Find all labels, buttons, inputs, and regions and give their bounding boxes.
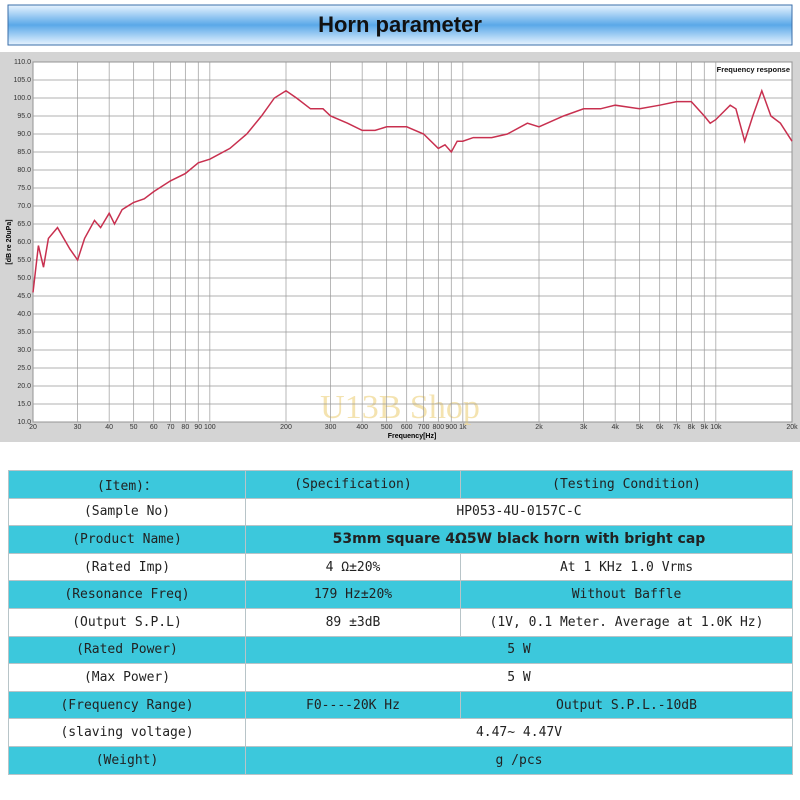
- value-cell: 4.47~ 4.47V: [245, 718, 793, 747]
- item-cell: (Rated Imp): [8, 552, 246, 582]
- response-line: [32, 88, 793, 293]
- x-tick-label: 7k: [673, 424, 681, 431]
- table-row: (Output S.P.L) 89 ±3dB (1V, 0.1 Meter. Ave…: [8, 607, 793, 637]
- x-tick-label: 5k: [636, 424, 644, 431]
- item-cell: (slaving voltage): [8, 718, 246, 747]
- x-tick-label: 500: [381, 424, 393, 431]
- value-cell: Without Baffle: [460, 580, 793, 609]
- x-tick-label: 20k: [786, 424, 798, 431]
- x-tick-label: 8k: [688, 424, 696, 431]
- x-tick-label: 4k: [611, 424, 619, 431]
- watermark: U13B Shop: [320, 389, 480, 426]
- x-tick-label: 1k: [459, 424, 467, 431]
- value-cell: 179 Hz±20%: [245, 580, 461, 609]
- item-cell: (Weight): [8, 745, 246, 775]
- x-tick-label: 400: [356, 424, 368, 431]
- x-tick-label: 600: [401, 424, 413, 431]
- y-tick-label: 90.0: [17, 131, 31, 138]
- y-tick-label: 35.0: [17, 329, 31, 336]
- value-cell: At 1 KHz 1.0 Vrms: [460, 552, 793, 582]
- x-tick-label: 40: [105, 424, 113, 431]
- x-tick-label: 80: [181, 424, 189, 431]
- item-cell: (Frequency Range): [8, 690, 246, 720]
- y-axis-label: [dB re 20uPa]: [6, 219, 13, 264]
- x-tick-label: 100: [204, 424, 216, 431]
- y-tick-label: 95.0: [17, 113, 31, 120]
- item-cell: (Max Power): [8, 663, 246, 692]
- y-tick-label: 55.0: [17, 257, 31, 264]
- x-tick-label: 3k: [580, 424, 588, 431]
- y-tick-label: 25.0: [17, 365, 31, 372]
- y-tick-label: 50.0: [17, 275, 31, 282]
- x-tick-label: 6k: [656, 424, 664, 431]
- chart: Horn parameter [dB re 20uPa] Frequency[H…: [0, 4, 800, 442]
- x-tick-label: 300: [325, 424, 337, 431]
- spec-table: (Item)： (Specification) (Testing Condition…: [8, 470, 793, 775]
- header-cell: (Specification): [245, 470, 461, 499]
- item-cell: (Rated Power): [8, 635, 246, 665]
- value-cell: HP053-4U-0157C-C: [245, 497, 793, 527]
- table-row: (slaving voltage) 4.47~ 4.47V: [8, 718, 793, 747]
- y-tick-label: 40.0: [17, 311, 31, 318]
- y-tick-label: 110.0: [14, 59, 31, 66]
- y-tick-label: 65.0: [17, 221, 31, 228]
- value-cell: g /pcs: [245, 745, 793, 775]
- table-header-row: (Item)： (Specification) (Testing Condition…: [8, 470, 793, 499]
- x-tick-label: 10k: [710, 424, 722, 431]
- table-row: (Sample No) HP053-4U-0157C-C: [8, 497, 793, 527]
- y-tick-label: 80.0: [17, 167, 31, 174]
- table-row: (Product Name) 53mm square 4Ω5W black hor…: [8, 525, 793, 554]
- header-banner: [7, 4, 793, 46]
- y-tick-label: 60.0: [17, 239, 31, 246]
- value-cell: 5 W: [245, 663, 793, 692]
- x-tick-label: 200: [280, 424, 292, 431]
- x-tick-label: 900: [445, 424, 457, 431]
- value-cell: (1V, 0.1 Meter. Average at 1.0K Hz): [460, 607, 793, 637]
- x-tick-label: 60: [150, 424, 158, 431]
- y-tick-label: 10.0: [17, 419, 31, 426]
- value-cell: 4 Ω±20%: [245, 552, 461, 582]
- legend-label: Frequency response: [717, 65, 790, 74]
- x-tick-label: 20: [29, 424, 37, 431]
- y-tick-label: 15.0: [17, 401, 31, 408]
- x-tick-label: 30: [74, 424, 82, 431]
- value-cell: Output S.P.L.-10dB: [460, 690, 793, 720]
- y-tick-label: 100.0: [13, 95, 31, 102]
- y-tick-label: 105.0: [13, 77, 31, 84]
- x-tick-label: 2k: [535, 424, 543, 431]
- header-cell: (Testing Condition): [460, 470, 793, 499]
- table-row: (Rated Power) 5 W: [8, 635, 793, 665]
- x-tick-label: 70: [167, 424, 175, 431]
- y-tick-label: 30.0: [17, 347, 31, 354]
- table-row: (Max Power) 5 W: [8, 663, 793, 692]
- x-tick-label: 90: [194, 424, 202, 431]
- x-tick-label: 9k: [701, 424, 709, 431]
- value-cell: 89 ±3dB: [245, 607, 461, 637]
- table-row: (Weight) g /pcs: [8, 745, 793, 775]
- table-row: (Rated Imp) 4 Ω±20% At 1 KHz 1.0 Vrms: [8, 552, 793, 582]
- y-tick-label: 85.0: [17, 149, 31, 156]
- table-row: (Resonance Freq) 179 Hz±20% Without Baffle: [8, 580, 793, 609]
- value-cell: 53mm square 4Ω5W black horn with bright …: [245, 525, 793, 554]
- y-tick-label: 75.0: [17, 185, 31, 192]
- header-cell: (Item)：: [8, 470, 246, 499]
- x-tick-label: 800: [432, 424, 444, 431]
- item-cell: (Output S.P.L): [8, 607, 246, 637]
- y-tick-label: 45.0: [17, 293, 31, 300]
- value-cell: F0----20K Hz: [245, 690, 461, 720]
- x-axis-label: Frequency[Hz]: [388, 433, 437, 440]
- y-tick-label: 20.0: [17, 383, 31, 390]
- header-title: Horn parameter: [318, 12, 482, 37]
- x-tick-label: 700: [418, 424, 430, 431]
- table-row: (Frequency Range) F0----20K Hz Output S.P.…: [8, 690, 793, 720]
- value-cell: 5 W: [245, 635, 793, 665]
- y-tick-label: 70.0: [17, 203, 31, 210]
- item-cell: (Resonance Freq): [8, 580, 246, 609]
- item-cell: (Product Name): [8, 525, 246, 554]
- x-tick-label: 50: [130, 424, 138, 431]
- item-cell: (Sample No): [8, 497, 246, 527]
